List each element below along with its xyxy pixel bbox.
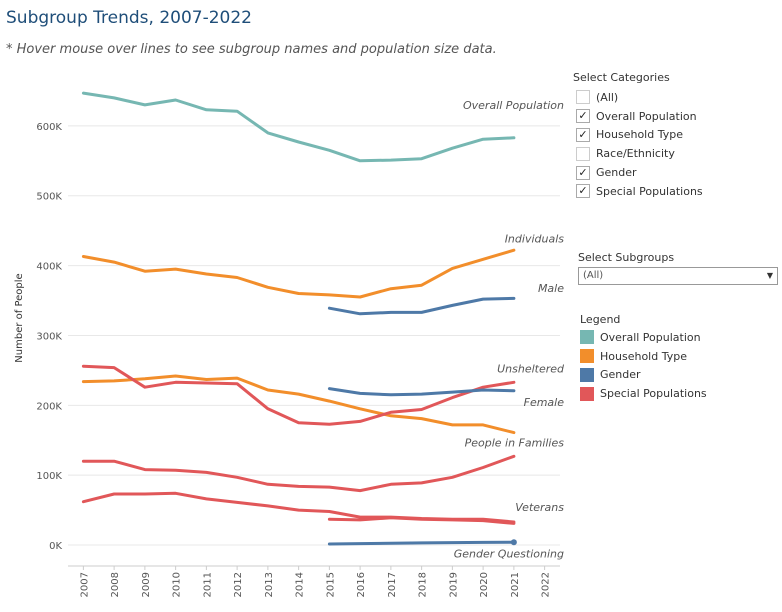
x-tick-label: 2009 — [141, 572, 152, 597]
category-option[interactable]: ✓ Gender — [576, 163, 703, 182]
legend: Overall Population Household Type Gender… — [580, 328, 707, 403]
series-line — [81, 364, 516, 426]
x-tick-label: 2022 — [541, 572, 552, 597]
categories-title: Select Categories — [573, 71, 670, 84]
series-label: Male — [538, 282, 564, 295]
checkbox-icon[interactable]: ✓ — [576, 165, 590, 180]
series-label: Gender Questioning — [454, 548, 564, 561]
checkbox-icon[interactable]: ✓ — [576, 184, 590, 199]
series-line — [327, 387, 516, 397]
x-tick-label: 2018 — [418, 572, 429, 597]
legend-swatch — [580, 367, 594, 382]
category-option[interactable]: Race/Ethnicity — [576, 144, 703, 163]
legend-item[interactable]: Overall Population — [580, 328, 707, 347]
series-line — [81, 491, 516, 524]
y-tick-label: 0K — [49, 541, 62, 552]
x-tick-label: 2012 — [233, 572, 244, 597]
legend-label: Gender — [600, 368, 641, 382]
x-tick-label: 2020 — [479, 572, 490, 597]
category-option[interactable]: ✓ Overall Population — [576, 107, 703, 126]
legend-item[interactable]: Gender — [580, 366, 707, 385]
chevron-down-icon: ▼ — [766, 271, 773, 280]
x-tick-label: 2016 — [356, 572, 367, 597]
series-label: Veterans — [515, 501, 564, 514]
x-tick-label: 2021 — [510, 572, 521, 597]
x-tick-label: 2011 — [202, 572, 213, 597]
series-end-dot — [510, 539, 517, 546]
legend-label: Overall Population — [600, 330, 701, 344]
series-line — [327, 516, 516, 525]
x-tick-label: 2014 — [295, 572, 306, 597]
category-label: Race/Ethnicity — [596, 147, 675, 161]
checkbox-icon[interactable]: ✓ — [576, 109, 590, 124]
category-label: (All) — [596, 90, 619, 104]
x-tick-label: 2007 — [79, 572, 90, 597]
subgroups-selected-value: (All) — [583, 270, 604, 281]
legend-item[interactable]: Household Type — [580, 347, 707, 366]
x-tick-label: 2017 — [387, 572, 398, 597]
legend-swatch — [580, 330, 594, 345]
checkbox-icon[interactable] — [576, 90, 590, 105]
series-line — [81, 454, 516, 493]
category-label: Household Type — [596, 128, 683, 142]
x-tick-label: 2019 — [448, 572, 459, 597]
category-option[interactable]: (All) — [576, 88, 703, 107]
x-tick-label: 2008 — [110, 572, 121, 597]
category-label: Gender — [596, 166, 637, 180]
chart-title: Subgroup Trends, 2007-2022 — [6, 8, 252, 28]
x-tick-label: 2010 — [172, 572, 183, 597]
category-option[interactable]: ✓ Household Type — [576, 126, 703, 145]
category-label: Special Populations — [596, 184, 703, 198]
y-tick-label: 100K — [36, 471, 62, 482]
series-line — [327, 296, 516, 316]
y-tick-label: 200K — [36, 401, 62, 412]
series-label: Unsheltered — [497, 362, 565, 375]
checkbox-icon[interactable] — [576, 146, 590, 161]
y-tick-label: 400K — [36, 262, 62, 273]
legend-title: Legend — [580, 313, 621, 326]
subgroups-dropdown[interactable]: (All) ▼ — [578, 267, 778, 285]
y-tick-label: 500K — [36, 192, 62, 203]
x-tick-label: 2015 — [325, 572, 336, 597]
y-tick-label: 600K — [36, 122, 62, 133]
series-label: Individuals — [505, 233, 565, 246]
series-label: Female — [524, 396, 565, 409]
chart-subtitle: * Hover mouse over lines to see subgroup… — [6, 42, 497, 57]
y-axis-label: Number of People — [14, 273, 25, 362]
line-chart: 0K 100K 200K 300K 400K 500K 600K 2007 2008 2009 20… — [14, 91, 565, 597]
checkbox-icon[interactable]: ✓ — [576, 127, 590, 142]
series-line — [81, 91, 516, 163]
series-label: Overall Population — [463, 99, 564, 112]
series-line — [81, 248, 516, 299]
legend-swatch — [580, 386, 594, 401]
category-label: Overall Population — [596, 109, 697, 123]
y-tick-label: 300K — [36, 331, 62, 342]
x-tick-label: 2013 — [264, 572, 275, 597]
legend-swatch — [580, 349, 594, 364]
category-option[interactable]: ✓ Special Populations — [576, 182, 703, 201]
legend-item[interactable]: Special Populations — [580, 384, 707, 403]
series-label: People in Families — [465, 437, 565, 450]
subgroups-title: Select Subgroups — [578, 251, 675, 264]
legend-label: Household Type — [600, 349, 687, 363]
series-line — [81, 374, 516, 435]
series-line — [327, 540, 516, 546]
categories-filter: (All) ✓ Overall Population ✓ Household Typ… — [576, 88, 703, 201]
legend-label: Special Populations — [600, 387, 707, 401]
